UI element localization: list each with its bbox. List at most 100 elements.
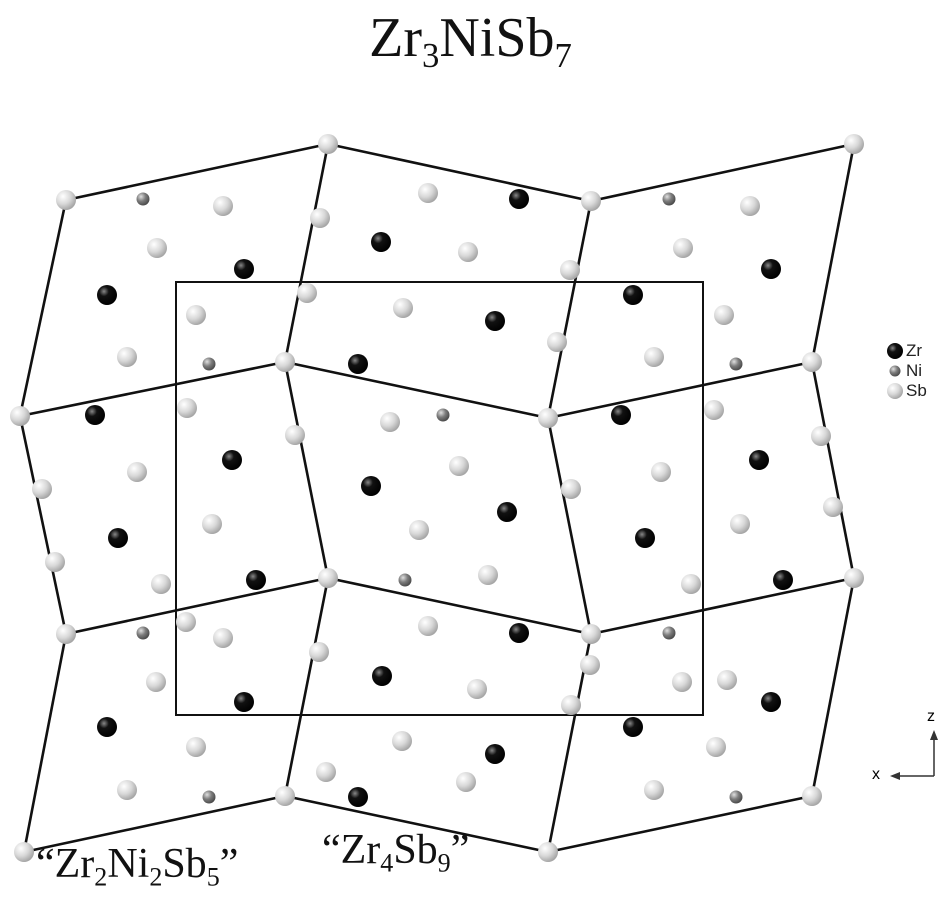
- sb-atom: [561, 695, 581, 715]
- sb-atom: [56, 190, 76, 210]
- sb-atom: [467, 679, 487, 699]
- tile-edge: [546, 417, 593, 635]
- zr-atom: [611, 405, 631, 425]
- sb-atom: [681, 574, 701, 594]
- ni-atom: [136, 192, 150, 206]
- sb-atom: [275, 352, 295, 372]
- tile-edge: [65, 576, 329, 636]
- ni-atom: [202, 357, 216, 371]
- tile-edge: [283, 577, 330, 797]
- tile-edge: [547, 794, 813, 854]
- tile-edge: [810, 577, 856, 797]
- sb-atom: [202, 514, 222, 534]
- zr-atom: [623, 285, 643, 305]
- sb-atom: [45, 552, 65, 572]
- sb-atom: [56, 624, 76, 644]
- zr-atom: [773, 570, 793, 590]
- sb-atom: [823, 497, 843, 517]
- sb-atom: [186, 305, 206, 325]
- tile-edge: [284, 360, 549, 420]
- tile-edge: [810, 143, 856, 363]
- sb-atom: [151, 574, 171, 594]
- sb-atom: [538, 842, 558, 862]
- zr-atom: [85, 405, 105, 425]
- zr-atom: [761, 692, 781, 712]
- zr-atom: [509, 623, 529, 643]
- sb-atom: [147, 238, 167, 258]
- sb-atom: [730, 514, 750, 534]
- ni-atom: [662, 626, 676, 640]
- tile-edge: [283, 143, 330, 363]
- zr-swatch: [887, 343, 903, 359]
- ni-atom: [202, 790, 216, 804]
- sb-atom: [117, 347, 137, 367]
- sb-atom: [740, 196, 760, 216]
- sb-swatch: [887, 383, 903, 399]
- ni-atom: [436, 408, 450, 422]
- formula-title: Zr3NiSb7: [369, 7, 572, 76]
- zr-atom: [97, 285, 117, 305]
- ni-atom: [398, 573, 412, 587]
- sb-atom: [717, 670, 737, 690]
- sb-atom: [458, 242, 478, 262]
- tile-edge: [19, 360, 286, 418]
- zr-atom: [348, 787, 368, 807]
- zr-atom: [761, 259, 781, 279]
- zr-atom: [485, 744, 505, 764]
- sb-atom: [409, 520, 429, 540]
- zr-atom: [222, 450, 242, 470]
- zr-atom: [234, 259, 254, 279]
- tile-edge: [23, 794, 286, 854]
- ni-atom: [662, 192, 676, 206]
- tile-edge: [22, 633, 68, 853]
- axis-z-label: z: [927, 708, 935, 725]
- sb-atom: [478, 565, 498, 585]
- sb-atom: [10, 406, 30, 426]
- tile-edge: [546, 200, 593, 419]
- sb-atom: [651, 462, 671, 482]
- sb-atom: [393, 298, 413, 318]
- sb-atom: [418, 616, 438, 636]
- sb-atom: [316, 762, 336, 782]
- axes-arrows: [890, 730, 938, 780]
- sb-atom: [127, 462, 147, 482]
- zr-atom: [749, 450, 769, 470]
- legend: Zr Ni Sb: [886, 341, 927, 401]
- sb-atom: [318, 134, 338, 154]
- tile-edge: [18, 415, 68, 635]
- sb-atom: [117, 780, 137, 800]
- sb-atom: [672, 672, 692, 692]
- sb-atom: [285, 425, 305, 445]
- zr-atom: [108, 528, 128, 548]
- zr-atom: [509, 189, 529, 209]
- tile-edge: [547, 360, 813, 420]
- tile-edge: [590, 576, 855, 636]
- sb-atom: [704, 400, 724, 420]
- tile-edge: [18, 199, 68, 417]
- sb-atom: [811, 426, 831, 446]
- sb-atom: [310, 208, 330, 228]
- axes-indicator: z x: [866, 708, 941, 788]
- sb-atom: [581, 624, 601, 644]
- sb-atom: [213, 196, 233, 216]
- tile-edge: [284, 794, 549, 854]
- zr-atom: [372, 666, 392, 686]
- sb-atom: [547, 332, 567, 352]
- sb-atom: [176, 612, 196, 632]
- sb-atom: [561, 479, 581, 499]
- zr-atom: [97, 717, 117, 737]
- zr-atom: [348, 354, 368, 374]
- zr-atom: [246, 570, 266, 590]
- zr-atom: [234, 692, 254, 712]
- sb-atom: [714, 305, 734, 325]
- axis-x-label: x: [872, 766, 880, 783]
- tiling-lines: [18, 142, 856, 854]
- sb-atom: [392, 731, 412, 751]
- sb-atom: [318, 568, 338, 588]
- zr-atom: [497, 502, 517, 522]
- label-zr2ni2sb5: “Zr2Ni2Sb5”: [36, 841, 239, 892]
- ni-atom: [729, 790, 743, 804]
- sb-atom: [456, 772, 476, 792]
- legend-item-sb: Sb: [886, 381, 927, 401]
- tile-edge: [65, 142, 329, 202]
